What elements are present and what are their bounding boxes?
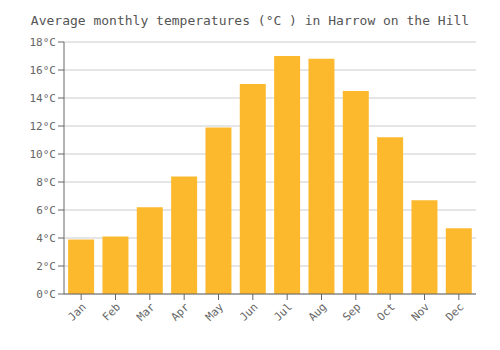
- svg-text:14°C: 14°C: [30, 92, 57, 105]
- svg-text:Oct: Oct: [375, 300, 398, 323]
- svg-text:0°C: 0°C: [36, 288, 56, 301]
- svg-text:2°C: 2°C: [36, 260, 56, 273]
- svg-text:Jul: Jul: [272, 300, 295, 323]
- svg-text:Feb: Feb: [100, 300, 123, 323]
- svg-text:Jun: Jun: [237, 300, 260, 323]
- svg-text:12°C: 12°C: [30, 120, 57, 133]
- svg-text:4°C: 4°C: [36, 232, 56, 245]
- svg-text:Aug: Aug: [306, 300, 329, 323]
- svg-text:18°C: 18°C: [30, 36, 57, 49]
- html-text:Average monthly temperatures (: Average monthly temperatures (°C ) in Ha…: [30, 13, 470, 28]
- svg-text:8°C: 8°C: [36, 176, 56, 189]
- svg-text:Dec: Dec: [443, 300, 466, 323]
- svg-text:16°C: 16°C: [30, 64, 57, 77]
- svg-text:Mar: Mar: [134, 300, 158, 324]
- svg-text:May: May: [203, 300, 227, 324]
- svg-text:Sep: Sep: [340, 300, 363, 323]
- svg-text:Jan: Jan: [66, 300, 89, 323]
- svg-text:6°C: 6°C: [36, 204, 56, 217]
- svg-text:Nov: Nov: [409, 300, 433, 324]
- svg-text:Apr: Apr: [169, 300, 193, 324]
- svg-text:10°C: 10°C: [30, 148, 57, 161]
